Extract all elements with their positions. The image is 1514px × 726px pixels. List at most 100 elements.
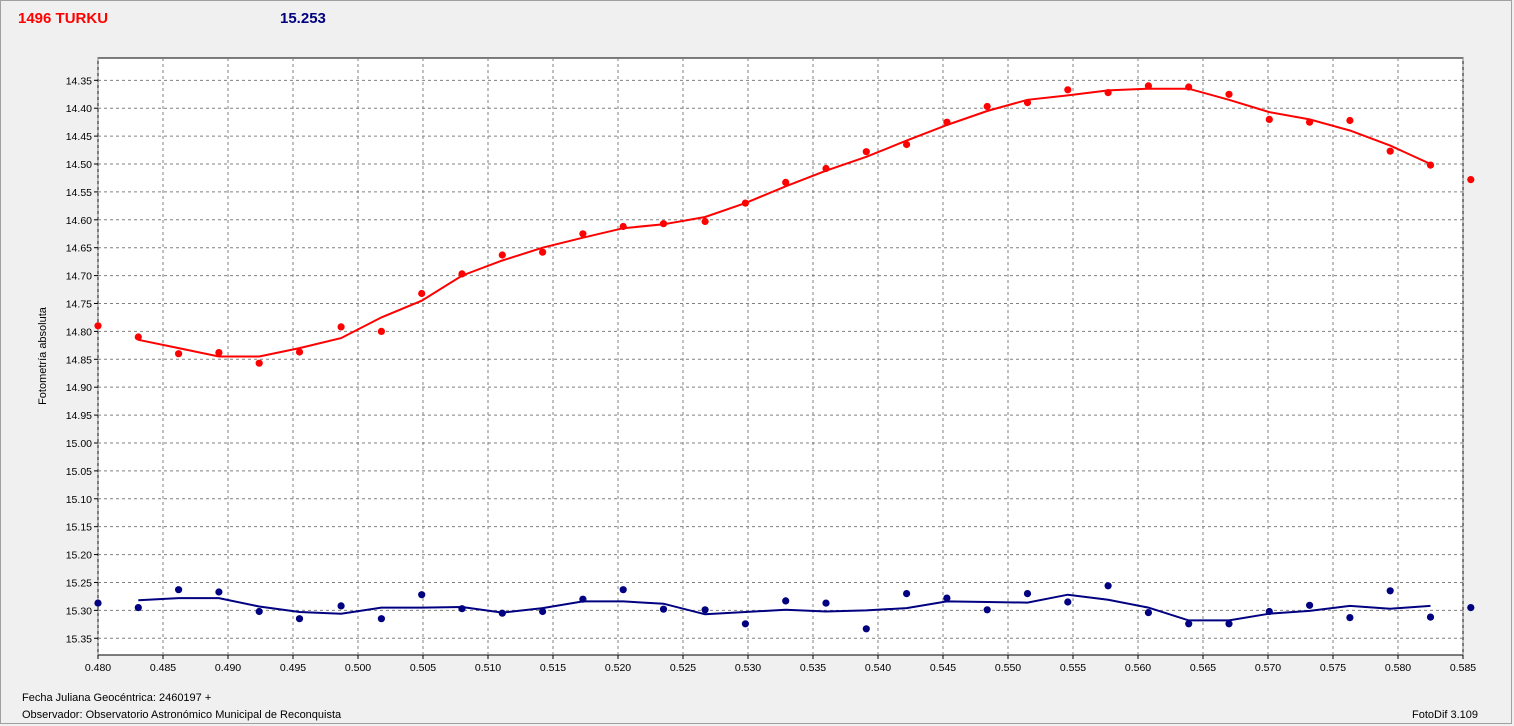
data-point <box>822 599 830 607</box>
series-2 <box>94 582 1475 633</box>
plot-area <box>97 57 1464 656</box>
data-point <box>1386 587 1394 595</box>
series-layer <box>94 82 1475 633</box>
x-tick-label: 0.525 <box>670 662 696 674</box>
data-point <box>295 348 304 356</box>
x-tick-label: 0.585 <box>1450 662 1476 674</box>
data-point <box>1225 620 1233 628</box>
x-tick-label: 0.565 <box>1190 662 1216 674</box>
y-tick-label: 15.25 <box>66 577 92 589</box>
data-point <box>862 625 870 633</box>
data-point <box>377 615 385 623</box>
x-tick-label: 0.480 <box>85 662 111 674</box>
y-tick-label: 14.40 <box>66 103 92 115</box>
data-point <box>134 333 142 341</box>
data-point <box>337 602 345 610</box>
x-tick-label: 0.545 <box>930 662 956 674</box>
data-point <box>295 615 304 623</box>
data-point <box>659 220 668 228</box>
y-tick-label: 14.65 <box>66 243 92 255</box>
data-point <box>498 251 506 259</box>
x-tick-labels: 0.480 0.485 0.490 0.495 0.500 0.505 0.510 0.515… <box>85 655 1476 674</box>
data-point <box>983 102 991 111</box>
data-point <box>337 323 345 331</box>
y-tick-label: 14.85 <box>66 354 92 366</box>
data-point <box>1023 99 1032 107</box>
data-point <box>659 605 668 613</box>
y-tick-label: 14.95 <box>66 410 92 422</box>
data-point <box>822 164 830 173</box>
julian-date-label: Fecha Juliana Geocéntrica: 2460197 + <box>22 692 212 704</box>
object-title: 1496 TURKU <box>18 10 109 27</box>
data-point <box>1467 604 1475 612</box>
data-point <box>943 118 951 126</box>
data-point <box>255 359 263 367</box>
data-point <box>782 597 790 605</box>
y-tick-label: 14.70 <box>66 271 92 283</box>
data-point <box>1104 582 1112 590</box>
data-point <box>1265 115 1273 123</box>
series-1 <box>94 82 1475 367</box>
data-point <box>94 599 102 607</box>
x-tick-label: 0.540 <box>865 662 891 674</box>
data-point <box>1306 118 1314 126</box>
data-point <box>94 322 102 330</box>
data-point <box>903 590 911 598</box>
y-tick-label: 15.30 <box>66 605 92 617</box>
data-point <box>1185 83 1193 91</box>
data-point <box>1467 176 1475 184</box>
data-point <box>377 327 385 335</box>
x-tick-label: 0.530 <box>735 662 761 674</box>
data-point <box>1104 89 1112 97</box>
data-point <box>1064 598 1072 606</box>
x-tick-label: 0.560 <box>1125 662 1151 674</box>
x-tick-label: 0.580 <box>1385 662 1411 674</box>
y-tick-label: 15.35 <box>66 633 92 645</box>
y-tick-label: 14.50 <box>66 159 92 171</box>
data-point <box>498 609 506 617</box>
data-point <box>1185 620 1193 628</box>
data-point <box>1426 161 1435 169</box>
y-tick-label: 14.75 <box>66 298 92 310</box>
y-axis-label: Fotometría absoluta <box>37 306 49 405</box>
data-point <box>741 199 750 207</box>
y-tick-label: 14.90 <box>66 382 92 394</box>
data-point <box>943 594 951 602</box>
y-tick-label: 14.80 <box>66 326 92 338</box>
x-tick-label: 0.515 <box>540 662 566 674</box>
data-point <box>1346 116 1354 125</box>
x-tick-label: 0.490 <box>215 662 241 674</box>
x-tick-label: 0.550 <box>995 662 1021 674</box>
data-point <box>579 595 587 603</box>
data-point <box>1144 609 1152 617</box>
x-tick-label: 0.570 <box>1255 662 1281 674</box>
y-tick-label: 14.60 <box>66 215 92 227</box>
comparison-value: 15.253 <box>280 10 326 27</box>
data-point <box>1386 147 1394 155</box>
data-point <box>255 607 263 616</box>
x-tick-label: 0.505 <box>410 662 436 674</box>
data-point <box>782 178 790 186</box>
data-point <box>539 607 547 616</box>
data-point <box>539 248 547 256</box>
y-tick-label: 15.15 <box>66 522 92 534</box>
data-point <box>1346 614 1354 622</box>
x-tick-label: 0.500 <box>345 662 371 674</box>
x-tick-label: 0.485 <box>150 662 176 674</box>
fit-line <box>138 87 1431 358</box>
y-tick-label: 14.55 <box>66 187 92 199</box>
data-point <box>175 350 183 358</box>
data-point <box>1144 82 1152 90</box>
data-point <box>1225 90 1233 98</box>
data-point <box>1306 601 1314 609</box>
data-point <box>215 349 223 357</box>
data-point <box>619 222 627 231</box>
data-point <box>1064 86 1072 94</box>
y-tick-label: 14.35 <box>66 75 92 87</box>
x-tick-label: 0.495 <box>280 662 306 674</box>
data-point <box>175 586 183 594</box>
data-point <box>619 586 627 594</box>
y-tick-label: 15.10 <box>66 494 92 506</box>
